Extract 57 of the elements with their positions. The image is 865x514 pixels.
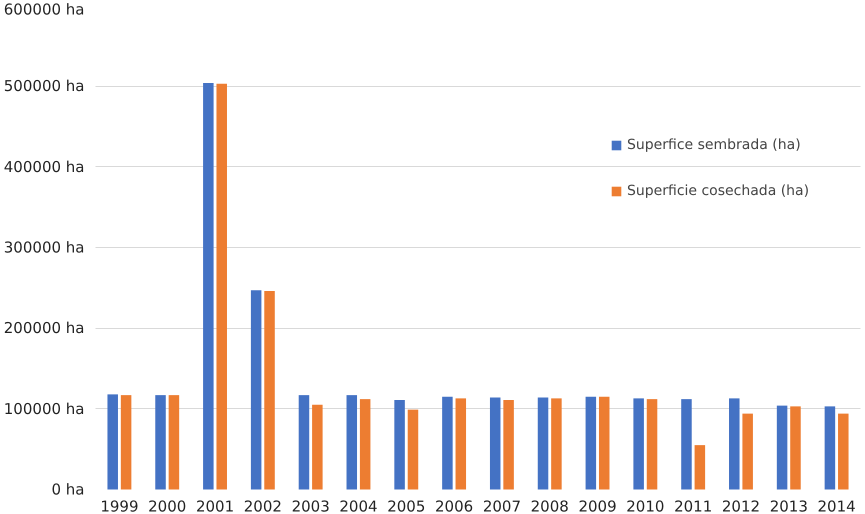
x-tick-label: 2000 bbox=[148, 498, 186, 514]
bar bbox=[681, 399, 692, 490]
x-tick-label: 2011 bbox=[674, 498, 712, 514]
y-tick-label: 500000 ha bbox=[4, 77, 85, 96]
bar bbox=[298, 395, 310, 490]
x-tick-label: 2002 bbox=[244, 498, 282, 514]
x-tick-label: 2014 bbox=[818, 498, 856, 514]
legend-label: Superfice sembrada (ha) bbox=[627, 137, 801, 153]
bar bbox=[503, 400, 514, 490]
bar bbox=[790, 406, 801, 490]
bar bbox=[538, 398, 548, 490]
bar bbox=[824, 406, 836, 490]
bar bbox=[203, 82, 214, 490]
bar bbox=[742, 414, 753, 490]
bar bbox=[490, 398, 500, 490]
x-tick-label: 2007 bbox=[482, 498, 522, 514]
bar bbox=[312, 404, 323, 490]
bar bbox=[120, 395, 132, 490]
y-tick-label: 600000 ha bbox=[4, 0, 85, 18]
x-tick-label: 2009 bbox=[578, 498, 617, 514]
bar bbox=[729, 398, 740, 490]
bar bbox=[598, 396, 610, 490]
bar bbox=[168, 395, 180, 490]
legend-label: Superficie cosechada (ha) bbox=[627, 183, 810, 199]
bar bbox=[456, 398, 466, 490]
bar bbox=[442, 396, 453, 490]
y-tick-label: 400000 ha bbox=[4, 158, 85, 176]
y-tick-label: 0 ha bbox=[51, 480, 85, 498]
bar bbox=[694, 445, 706, 490]
bar bbox=[250, 290, 262, 490]
x-tick-label: 2010 bbox=[626, 498, 664, 514]
x-tick-label: 2003 bbox=[292, 498, 330, 514]
bar bbox=[551, 398, 562, 490]
bar bbox=[633, 398, 644, 490]
x-tick-label: 2008 bbox=[530, 498, 569, 514]
y-tick-label: 200000 ha bbox=[4, 319, 85, 338]
x-tick-label: 2001 bbox=[196, 498, 234, 514]
bar bbox=[838, 414, 849, 490]
bar bbox=[107, 394, 118, 490]
bar bbox=[155, 395, 166, 490]
bar bbox=[408, 410, 418, 490]
x-tick-label: 2012 bbox=[722, 498, 760, 514]
y-tick-label: 300000 ha bbox=[4, 238, 85, 256]
bar bbox=[216, 84, 227, 490]
bar bbox=[646, 399, 658, 490]
bar bbox=[360, 399, 370, 490]
bar bbox=[346, 395, 358, 490]
x-tick-label: 2013 bbox=[770, 498, 808, 514]
bar bbox=[394, 400, 405, 490]
bar bbox=[586, 396, 596, 490]
x-tick-label: 2006 bbox=[435, 498, 474, 514]
x-tick-label: 2004 bbox=[339, 498, 378, 514]
bar bbox=[264, 291, 275, 490]
bar bbox=[776, 406, 788, 490]
x-tick-label: 1999 bbox=[100, 498, 139, 514]
y-tick-label: 100000 ha bbox=[4, 400, 85, 418]
x-tick-label: 2005 bbox=[387, 498, 426, 514]
